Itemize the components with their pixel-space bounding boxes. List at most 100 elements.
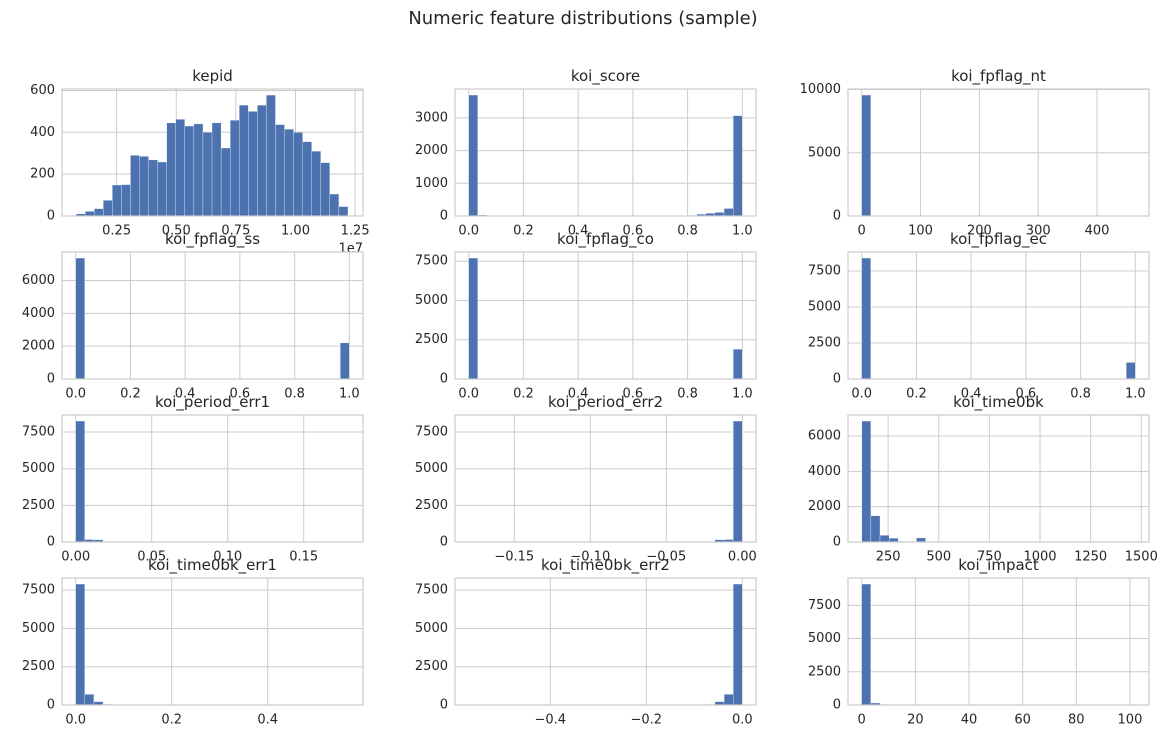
x-tick-label: 750 <box>977 550 1002 565</box>
x-tick-label: 0 <box>858 224 866 239</box>
y-tick-label: 2500 <box>415 332 448 347</box>
x-tick-label: 0.6 <box>623 387 644 402</box>
plot-area <box>848 578 1149 705</box>
x-tick-label: −0.15 <box>494 550 534 565</box>
axes-frame <box>847 577 1150 706</box>
y-tick-label: 0 <box>833 535 841 550</box>
x-tick-label: 0.4 <box>257 713 278 728</box>
subplot: −0.4 −0.2 0.0 0 2500 5000 7500 <box>415 577 757 728</box>
x-tick-label: 0.0 <box>65 387 86 402</box>
bar <box>75 257 85 380</box>
subplot: 0.0 0.2 0.4 0.6 0.8 1.0 0 1000 2000 3000 <box>415 88 757 239</box>
y-tick-label: 2000 <box>22 339 55 354</box>
subplot-title: koi_impact <box>958 556 1039 575</box>
bar <box>193 123 204 217</box>
y-tick-label: 5000 <box>808 300 841 315</box>
bar <box>157 161 167 217</box>
bar <box>130 155 140 217</box>
x-tick-label: 0.75 <box>221 224 250 239</box>
x-tick-label: 1.00 <box>281 224 310 239</box>
x-tick-label: −0.10 <box>570 550 610 565</box>
subplot-title: koi_time0bk_err1 <box>148 556 277 575</box>
x-tick-label: 1.0 <box>1125 387 1146 402</box>
x-tick-label: 0.15 <box>289 550 318 565</box>
y-tick-label: 5000 <box>808 631 841 646</box>
plot-area <box>455 252 756 379</box>
subplot-title: koi_fpflag_nt <box>951 67 1046 86</box>
bar <box>861 257 871 380</box>
x-tick-label: 1500 <box>1125 550 1158 565</box>
bar <box>84 694 95 706</box>
bar <box>94 208 104 217</box>
y-tick-label: 0 <box>47 372 55 387</box>
y-tick-label: 2000 <box>808 499 841 514</box>
bar <box>329 193 340 217</box>
figure-title: Numeric feature distributions (sample) <box>408 8 757 29</box>
x-tick-label: 0.05 <box>137 550 166 565</box>
y-tick-label: 4000 <box>808 464 841 479</box>
y-tick-label: 7500 <box>415 583 448 598</box>
x-tick-label: 0.0 <box>732 713 753 728</box>
axes-frame <box>61 414 364 543</box>
x-tick-label: 400 <box>1085 224 1110 239</box>
y-tick-label: 2500 <box>808 664 841 679</box>
axes-frame <box>61 88 364 217</box>
axes-frame <box>61 577 364 706</box>
x-tick-label: 1.0 <box>732 387 753 402</box>
bar <box>302 141 312 217</box>
y-tick-label: 0 <box>440 209 448 224</box>
axes-frame <box>847 414 1150 543</box>
x-tick-label: 1000 <box>1023 550 1056 565</box>
subplot: 250 500 750 1000 1250 1500 0 2000 4000 6000 <box>808 414 1158 565</box>
y-tick-label: 3000 <box>415 110 448 125</box>
y-tick-label: 7500 <box>22 425 55 440</box>
x-tick-label: 0.25 <box>102 224 131 239</box>
x-tick-label: 0.0 <box>65 713 86 728</box>
bar <box>340 342 350 380</box>
bar <box>733 420 743 543</box>
y-tick-label: 600 <box>30 83 55 98</box>
bar <box>211 122 222 217</box>
bar <box>275 124 285 217</box>
x-tick-label: 20 <box>907 713 924 728</box>
x-tick-label: 0.4 <box>961 387 982 402</box>
x-tick-label: 1.25 <box>341 224 370 239</box>
y-tick-label: 200 <box>30 167 55 182</box>
axes-frame <box>61 251 364 380</box>
subplot: 0 100 200 300 400 0 5000 10000 <box>800 82 1150 239</box>
plot-area <box>455 415 756 542</box>
y-tick-label: 4000 <box>22 306 55 321</box>
x-tick-label: 1250 <box>1074 550 1107 565</box>
bar <box>166 122 176 217</box>
x-tick-label: 0.50 <box>162 224 191 239</box>
x-tick-label: 200 <box>967 224 992 239</box>
bar <box>202 132 213 217</box>
bar <box>103 200 113 217</box>
subplot: 0.00 0.05 0.10 0.15 0 2500 5000 7500 <box>22 414 364 565</box>
y-tick-label: 400 <box>30 125 55 140</box>
bar <box>733 583 743 706</box>
plot-area <box>455 578 756 705</box>
bar <box>248 111 258 217</box>
y-tick-label: 1000 <box>415 176 448 191</box>
subplot: 0 20 40 60 80 100 0 2500 5000 7500 <box>808 577 1150 728</box>
bar <box>229 120 240 217</box>
y-tick-label: 7500 <box>22 583 55 598</box>
bar <box>733 349 743 380</box>
y-tick-label: 2500 <box>415 659 448 674</box>
x-tick-label: 1.0 <box>732 224 753 239</box>
bar <box>184 125 195 217</box>
x-tick-label: −0.2 <box>631 713 663 728</box>
y-tick-label: 0 <box>440 372 448 387</box>
bar <box>468 257 478 380</box>
bar <box>916 537 926 543</box>
y-tick-label: 7500 <box>808 264 841 279</box>
x-tick-label: 500 <box>926 550 951 565</box>
subplot-title: koi_time0bk_err2 <box>541 556 670 575</box>
subplot: 0.0 0.2 0.4 0.6 0.8 1.0 0 2500 5000 7500 <box>808 251 1150 402</box>
bar <box>239 104 249 217</box>
y-tick-label: 0 <box>833 209 841 224</box>
x-tick-label: 0.00 <box>61 550 90 565</box>
x-tick-label: 40 <box>961 713 978 728</box>
subplot-title: koi_period_err2 <box>548 393 663 412</box>
